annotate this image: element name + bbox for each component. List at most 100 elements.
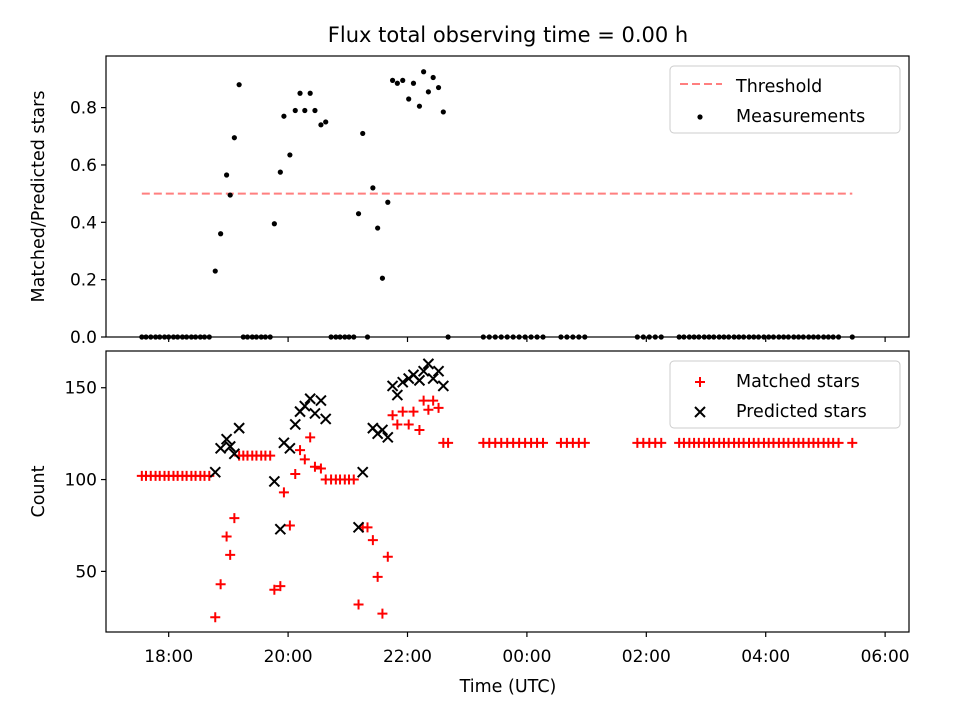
matched-star-point xyxy=(290,469,301,480)
measurement-point xyxy=(287,152,293,158)
predicted-star-point xyxy=(437,380,450,392)
matched-star-point xyxy=(377,608,388,619)
bottom-legend: Matched stars Predicted stars xyxy=(669,360,901,429)
predicted-star-point xyxy=(376,424,389,436)
matched-star-point xyxy=(387,410,398,421)
top-y-tick-label: 0.8 xyxy=(70,99,97,119)
predicted-star-point xyxy=(413,374,426,387)
measurement-point xyxy=(227,192,233,198)
predicted-star-point xyxy=(214,442,227,455)
matched-star-point xyxy=(367,535,378,546)
matched-star-point xyxy=(210,612,221,623)
figure-title: Flux total observing time = 0.00 h xyxy=(328,23,688,47)
measurement-point xyxy=(312,107,318,114)
measurement-point xyxy=(277,169,283,175)
matched-star-point xyxy=(403,419,414,430)
bottom-y-tick-label: 100 xyxy=(65,471,97,491)
matched-star-point xyxy=(299,454,310,465)
measurement-point xyxy=(394,80,400,86)
predicted-star-point xyxy=(315,394,327,407)
predicted-star-point xyxy=(299,400,311,412)
measurement-point xyxy=(416,103,423,109)
predicted-star-point xyxy=(309,407,321,420)
measurement-point xyxy=(302,107,308,114)
matched-star-point xyxy=(362,522,373,533)
matched-star-point xyxy=(215,579,226,590)
top-y-tick-label: 0.4 xyxy=(70,213,97,233)
matched-star-point xyxy=(295,445,306,456)
predicted-star-point xyxy=(352,521,365,534)
measurement-point xyxy=(307,90,313,96)
predicted-star-point xyxy=(233,422,245,434)
matched-star-point xyxy=(397,406,408,417)
measurement-point xyxy=(318,122,324,128)
x-tick-label: 00:00 xyxy=(502,647,551,667)
predicted-star-point xyxy=(274,523,287,535)
matched-star-point xyxy=(353,599,364,610)
legend-item: Matched stars xyxy=(695,372,860,392)
matched-star-point xyxy=(278,487,289,498)
legend-item: Measurements xyxy=(697,107,865,127)
x-tick-label: 20:00 xyxy=(264,647,313,667)
legend-item: Threshold xyxy=(680,77,822,97)
predicted-star-point xyxy=(397,376,409,388)
predicted-star-point xyxy=(417,365,430,377)
x-tick-label: 06:00 xyxy=(861,647,910,667)
matched-star-point xyxy=(305,432,316,443)
predicted-star-point xyxy=(289,418,301,431)
measurement-point xyxy=(297,90,303,96)
measurement-point xyxy=(323,119,329,125)
predicted-star-point xyxy=(386,380,399,392)
predicted-star-point xyxy=(432,365,445,377)
measurement-point xyxy=(375,225,381,231)
top-y-tick-label: 0.2 xyxy=(70,271,97,291)
predicted-star-point xyxy=(319,413,332,425)
matched-star-point xyxy=(433,402,444,413)
measurement-point xyxy=(425,89,431,95)
matched-star-point xyxy=(408,406,419,417)
matched-star-point xyxy=(418,395,429,406)
predicted-star-point xyxy=(422,358,435,370)
legend-marker-measurements xyxy=(697,114,703,120)
matched-star-point xyxy=(428,395,439,406)
predicted-star-point xyxy=(391,389,404,401)
matched-star-point xyxy=(284,520,295,531)
measurement-point xyxy=(406,96,412,102)
matched-star-point xyxy=(309,461,320,472)
bottom-y-axis-label: Count xyxy=(29,465,49,517)
measurement-point xyxy=(421,69,427,75)
top-y-tick-label: 0.0 xyxy=(70,328,97,348)
predicted-star-point xyxy=(304,393,316,405)
predicted-star-point xyxy=(427,372,439,385)
legend-label: Threshold xyxy=(735,77,822,97)
predicted-star-point xyxy=(224,440,236,453)
matched-star-point xyxy=(225,549,236,560)
x-tick-label: 04:00 xyxy=(741,647,790,667)
matched-star-point xyxy=(221,531,232,542)
measurement-point xyxy=(281,113,287,119)
matched-star-point xyxy=(579,437,590,448)
matched-star-point xyxy=(372,571,383,582)
measurement-point xyxy=(410,80,417,86)
top-axes-frame xyxy=(105,55,910,338)
measurement-point xyxy=(430,74,436,81)
bottom-legend-box xyxy=(669,360,901,429)
legend-marker-predicted xyxy=(694,406,706,418)
matched-star-point xyxy=(414,424,425,435)
measurement-point xyxy=(231,135,237,141)
bottom-axes-frame xyxy=(105,350,910,633)
matched-star-point xyxy=(229,513,240,524)
legend-label: Predicted stars xyxy=(736,402,867,422)
legend-label: Matched stars xyxy=(736,372,860,392)
series-predicted-stars xyxy=(209,358,450,535)
measurement-point xyxy=(389,77,396,83)
measurement-point xyxy=(385,199,391,205)
measurement-point xyxy=(271,221,277,227)
predicted-star-point xyxy=(209,466,221,478)
measurement-point xyxy=(223,172,230,178)
measurement-point xyxy=(236,82,242,88)
bottom-panel-star-counts: 50 100 150 18:00 20:00 22:00 00:00 02:00 04:00 06… xyxy=(29,350,910,667)
top-y-tick-label: 0.6 xyxy=(70,156,97,176)
